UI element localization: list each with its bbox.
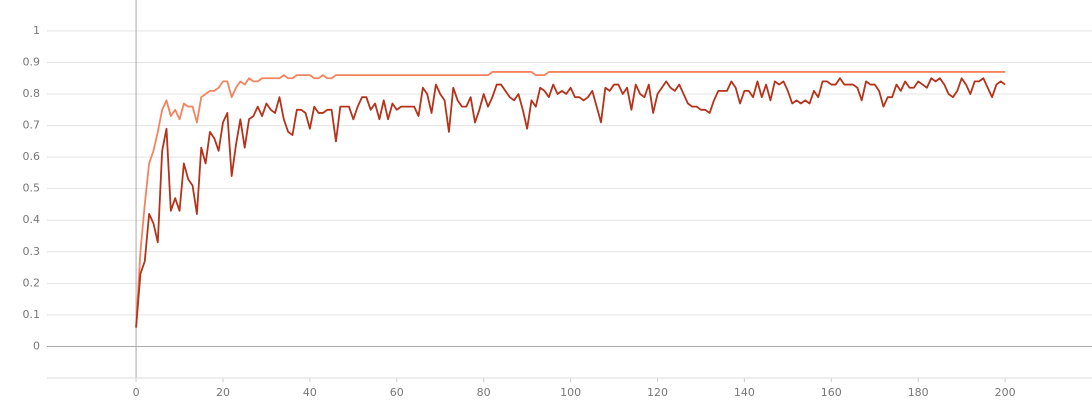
x-tick-label: 0 bbox=[133, 386, 140, 399]
y-tick-label: 0.3 bbox=[23, 245, 41, 258]
x-tick-label: 20 bbox=[216, 386, 230, 399]
y-tick-label: 0.2 bbox=[23, 276, 41, 289]
y-tick-label: 0.4 bbox=[23, 213, 41, 226]
x-tick-label: 120 bbox=[647, 386, 668, 399]
x-tick-label: 80 bbox=[477, 386, 491, 399]
series-line bbox=[135, 77, 1006, 328]
x-tick-label: 40 bbox=[303, 386, 317, 399]
series-line bbox=[135, 71, 1006, 328]
y-tick-label: 0.9 bbox=[23, 55, 41, 68]
x-tick-label: 160 bbox=[821, 386, 842, 399]
x-tick-label: 180 bbox=[908, 386, 929, 399]
y-tick-label: 0.5 bbox=[23, 182, 41, 195]
x-tick-label: 100 bbox=[560, 386, 581, 399]
x-tick-label: 140 bbox=[734, 386, 755, 399]
y-tick-label: 0 bbox=[33, 339, 40, 352]
y-tick-label: 0.1 bbox=[23, 308, 41, 321]
x-tick-label: 60 bbox=[390, 386, 404, 399]
y-tick-label: 0.6 bbox=[23, 150, 41, 163]
y-tick-label: 1 bbox=[33, 24, 40, 37]
y-tick-label: 0.8 bbox=[23, 87, 41, 100]
y-tick-label: 0.7 bbox=[23, 119, 41, 132]
x-tick-label: 200 bbox=[995, 386, 1016, 399]
